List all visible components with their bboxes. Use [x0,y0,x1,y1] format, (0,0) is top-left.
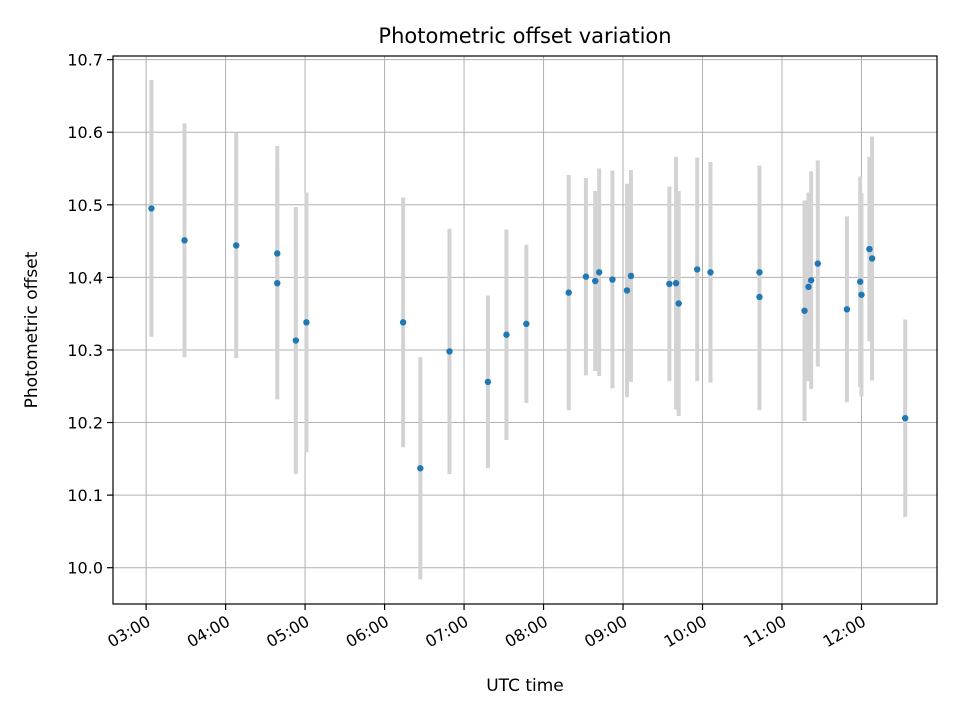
data-point [666,280,673,288]
data-point [858,291,865,298]
data-point [902,414,909,422]
data-point [672,279,680,287]
data-point [148,205,155,212]
data-point [446,348,453,355]
data-point [292,337,300,344]
data-point [627,272,635,280]
data-point [756,269,763,276]
data-point [694,266,701,273]
y-tick-label: 10.7 [67,51,103,70]
y-tick-label: 10.6 [67,123,103,142]
plot-frame [112,55,938,605]
data-point [868,255,876,262]
data-point [523,320,530,328]
data-point [417,465,424,472]
data-point [233,242,240,249]
data-point [756,293,763,301]
chart-title: Photometric offset variation [378,24,671,48]
data-point [843,306,851,313]
data-point [675,300,682,307]
data-point [807,277,815,284]
data-point [399,319,407,326]
data-point [595,269,603,276]
y-tick-label: 10.3 [67,341,103,360]
y-tick-label: 10.4 [67,268,103,287]
data-point [274,250,281,257]
data-point [707,269,714,276]
y-axis-label: Photometric offset [22,251,42,408]
data-point [866,245,873,253]
data-point [801,307,808,314]
data-point [274,279,281,287]
y-tick-label: 10.0 [67,559,103,578]
y-tick-label: 10.5 [67,196,103,215]
data-point [582,273,590,280]
y-axis-ticks: 10.0 10.1 10.2 10.3 10.4 10.5 10.6 10.7 [67,51,113,578]
data-point [303,319,310,326]
data-point [484,378,492,386]
data-point [623,287,631,294]
data-point [805,283,812,291]
data-point [856,278,864,285]
data-points [148,205,909,472]
y-tick-label: 10.1 [67,486,103,505]
data-point [565,289,572,296]
data-point [592,277,599,285]
data-point [814,260,821,267]
y-tick-label: 10.2 [67,414,103,433]
data-point [181,237,188,244]
data-point [609,276,616,283]
data-point [503,331,510,338]
x-axis-label: UTC time [486,676,564,696]
